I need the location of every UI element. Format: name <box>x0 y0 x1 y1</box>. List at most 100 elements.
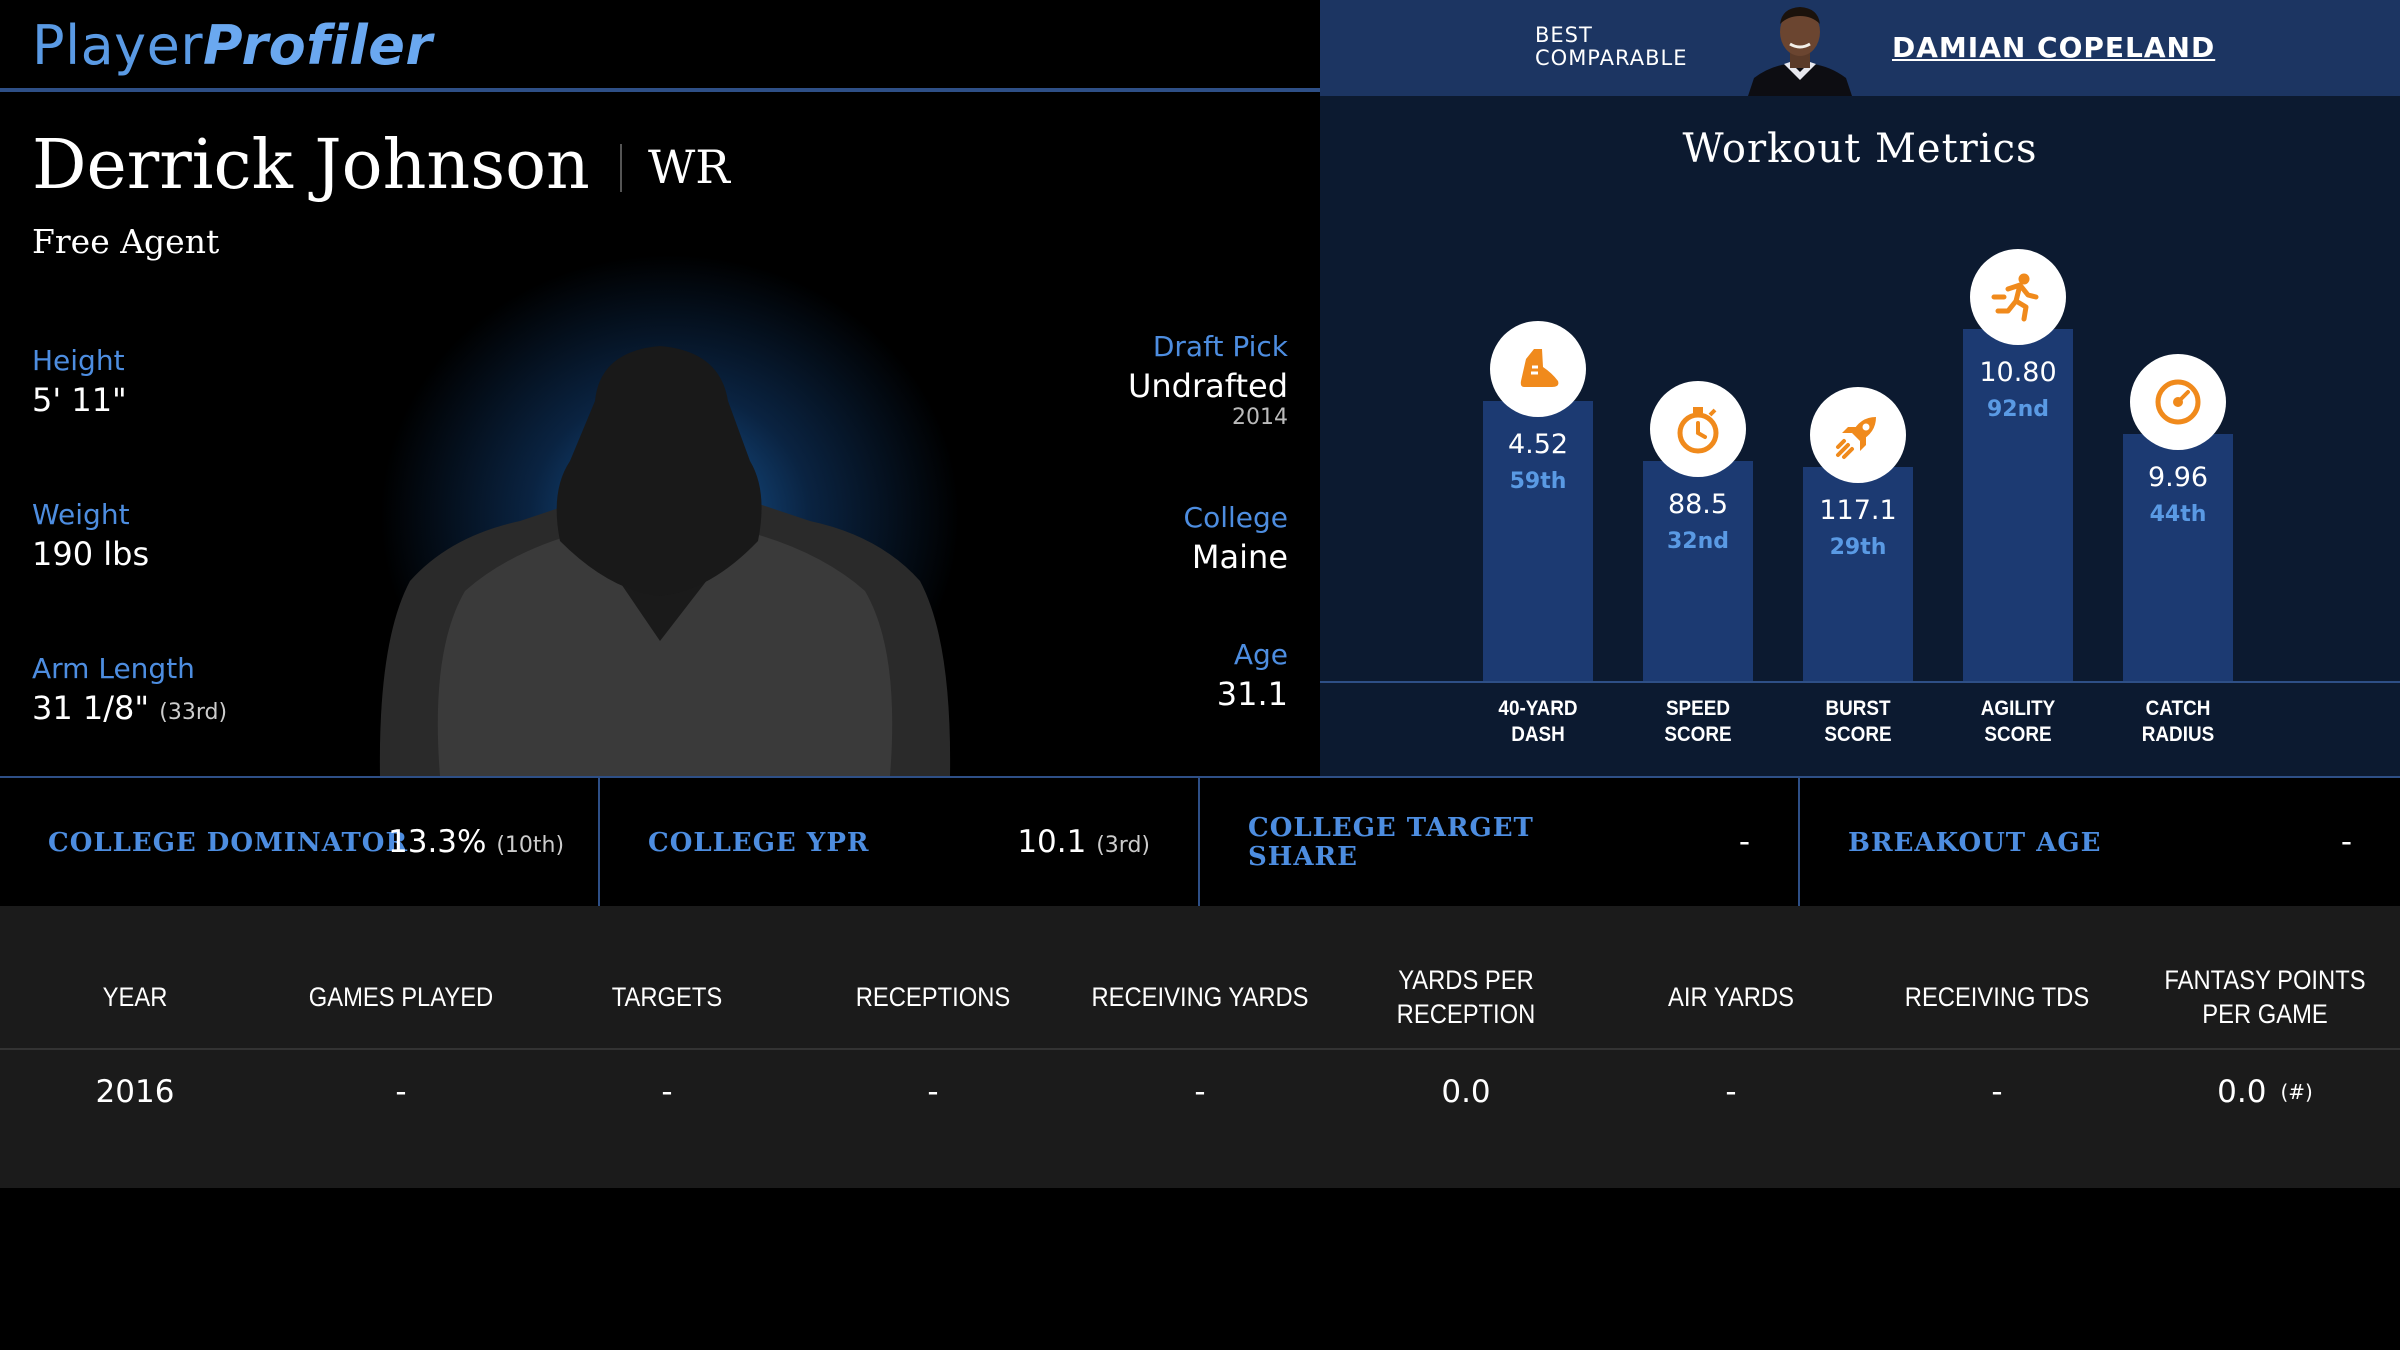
cell-games-played: - <box>395 1074 407 1110</box>
draft-pick-attribute: Draft Pick Undrafted 2014 <box>1128 330 1288 430</box>
college-target-share-label: COLLEGE TARGET SHARE <box>1248 813 1534 872</box>
stopwatch-icon <box>1650 380 1746 477</box>
table-header-row: YEAR GAMES PLAYED TARGETS RECEPTIONS REC… <box>0 946 2400 1050</box>
college-dominator-value: 13.3% <box>388 824 487 860</box>
college-ypr-label: COLLEGE YPR <box>648 828 870 858</box>
fppg-rank: (#) <box>2280 1080 2313 1104</box>
metric-bar-agility-score: 10.80 92nd <box>1963 328 2073 681</box>
logo-part-2: Profiler <box>203 14 433 77</box>
college-ypr-value-wrap: 10.1 (3rd) <box>1017 824 1150 860</box>
college-ypr-stat: COLLEGE YPR 10.1 (3rd) <box>600 778 1200 908</box>
column-header-receiving-yards[interactable]: RECEIVING YARDS <box>1091 982 1309 1012</box>
metric-value: 117.1 <box>1819 495 1897 527</box>
metric-label-burst-score: BURST SCORE <box>1824 697 1892 746</box>
college-dominator-rank: (10th) <box>496 833 565 858</box>
metric-bar-speed-score: 88.5 32nd <box>1643 460 1753 681</box>
cell-yards-per-reception: 0.0 <box>1441 1074 1491 1110</box>
metric-label-speed-score: SPEED SCORE <box>1664 697 1732 746</box>
metric-value: 4.52 <box>1507 429 1569 461</box>
rocket-icon <box>1810 387 1906 484</box>
metric-value: 10.80 <box>1979 356 2057 388</box>
metric-value: 88.5 <box>1667 488 1729 520</box>
fppg-value: 0.0 <box>2217 1074 2267 1110</box>
metric-percentile: 92nd <box>1986 396 2050 422</box>
arm-length-rank: (33rd) <box>159 700 228 725</box>
cell-air-yards: - <box>1725 1074 1737 1110</box>
season-stats-table: YEAR GAMES PLAYED TARGETS RECEPTIONS REC… <box>0 906 2400 1188</box>
column-header-yards-per-reception[interactable]: YARDS PER RECEPTION <box>1396 965 1536 1029</box>
breakout-age-value: - <box>2340 824 2352 860</box>
shoe-icon <box>1490 321 1586 418</box>
logo-part-1: Player <box>32 14 204 77</box>
height-attribute: Height 5' 11" <box>32 344 127 419</box>
metric-label-40-yard-dash: 40-YARD DASH <box>1498 697 1578 746</box>
column-header-receptions[interactable]: RECEPTIONS <box>855 982 1011 1012</box>
column-header-fantasy-points-per-game[interactable]: FANTASY POINTS PER GAME <box>2164 965 2366 1029</box>
college-label: College <box>1183 501 1288 534</box>
runner-icon <box>1970 248 2066 345</box>
cell-fantasy-points-per-game: 0.0 (#) <box>2132 1052 2398 1132</box>
column-header-targets[interactable]: TARGETS <box>611 982 723 1012</box>
age-value: 31.1 <box>1216 675 1288 713</box>
cell-year: 2016 <box>95 1074 175 1110</box>
draft-year: 2014 <box>1232 405 1288 430</box>
weight-attribute: Weight 190 lbs <box>32 498 149 573</box>
breakout-age-stat: BREAKOUT AGE - <box>1800 778 2400 908</box>
weight-label: Weight <box>32 498 130 531</box>
metric-percentile: 59th <box>1509 469 1567 495</box>
player-position: WR <box>648 140 730 194</box>
college-value: Maine <box>1191 538 1288 576</box>
site-logo[interactable]: PlayerProfiler <box>32 14 432 77</box>
draft-pick-label: Draft Pick <box>1152 330 1288 363</box>
college-target-share-stat: COLLEGE TARGET SHARE - <box>1200 778 1800 908</box>
cell-receiving-yards: - <box>1194 1074 1206 1110</box>
best-comparable-banner: BEST COMPARABLE DAMIAN COPELAND <box>1320 0 2400 96</box>
best-comparable-label: BEST COMPARABLE <box>1535 23 1688 70</box>
metric-bar-catch-radius: 9.96 44th <box>2123 434 2233 681</box>
column-header-receiving-tds[interactable]: RECEIVING TDS <box>1904 982 2090 1012</box>
cell-targets: - <box>661 1074 673 1110</box>
target-gauge-icon <box>2130 354 2226 451</box>
weight-value: 190 lbs <box>32 535 150 573</box>
height-value: 5' 11" <box>32 381 127 419</box>
metric-label-catch-radius: CATCH RADIUS <box>2141 697 2215 746</box>
player-team: Free Agent <box>32 222 220 261</box>
college-stats-bar: COLLEGE DOMINATOR 13.3% (10th) COLLEGE Y… <box>0 776 2400 908</box>
breakout-age-label: BREAKOUT AGE <box>1848 828 2102 858</box>
college-dominator-value-wrap: 13.3% (10th) <box>388 824 564 860</box>
column-header-year[interactable]: YEAR <box>102 982 168 1012</box>
column-header-air-yards[interactable]: AIR YARDS <box>1668 982 1794 1012</box>
workout-metrics-panel: Workout Metrics 4.52 59th 88.5 32nd 117.… <box>1320 96 2400 776</box>
comparable-player-link[interactable]: DAMIAN COPELAND <box>1892 31 2216 64</box>
workout-metrics-title: Workout Metrics <box>1682 126 2038 172</box>
college-target-share-value: - <box>1738 824 1750 860</box>
player-silhouette-image <box>379 346 951 776</box>
metric-percentile: 32nd <box>1666 528 1730 554</box>
column-header-games-played[interactable]: GAMES PLAYED <box>308 982 494 1012</box>
height-label: Height <box>32 344 125 377</box>
metric-percentile: 29th <box>1829 535 1887 561</box>
age-attribute: Age 31.1 <box>1217 638 1288 713</box>
player-panel: Derrick Johnson WR Free Agent Height 5' … <box>0 96 1320 776</box>
arm-length-value: 31 1/8" <box>32 689 150 727</box>
metric-bar-40-yard-dash: 4.52 59th <box>1483 401 1593 681</box>
draft-pick-value: Undrafted <box>1127 367 1288 405</box>
college-attribute: College Maine <box>1184 501 1288 576</box>
player-name: Derrick Johnson <box>32 126 590 205</box>
college-dominator-label: COLLEGE DOMINATOR <box>48 828 409 858</box>
age-label: Age <box>1233 638 1288 671</box>
cell-receiving-tds: - <box>1991 1074 2003 1110</box>
chart-baseline <box>1320 681 2400 683</box>
college-ypr-rank: (3rd) <box>1096 833 1150 858</box>
comparable-headshot <box>1740 0 1860 96</box>
metric-percentile: 44th <box>2149 502 2207 528</box>
college-ypr-value: 10.1 <box>1017 824 1087 860</box>
arm-length-attribute: Arm Length 31 1/8" (33rd) <box>32 652 227 727</box>
arm-length-value-wrap: 31 1/8" (33rd) <box>32 689 227 727</box>
college-dominator-stat: COLLEGE DOMINATOR 13.3% (10th) <box>0 778 600 908</box>
top-bar: PlayerProfiler <box>0 0 1320 92</box>
table-row: 2016 - - - - 0.0 - - 0.0 (#) <box>0 1052 2400 1132</box>
metric-label-agility-score: AGILITY SCORE <box>1980 697 2056 746</box>
cell-receptions: - <box>927 1074 939 1110</box>
name-divider <box>620 144 622 192</box>
